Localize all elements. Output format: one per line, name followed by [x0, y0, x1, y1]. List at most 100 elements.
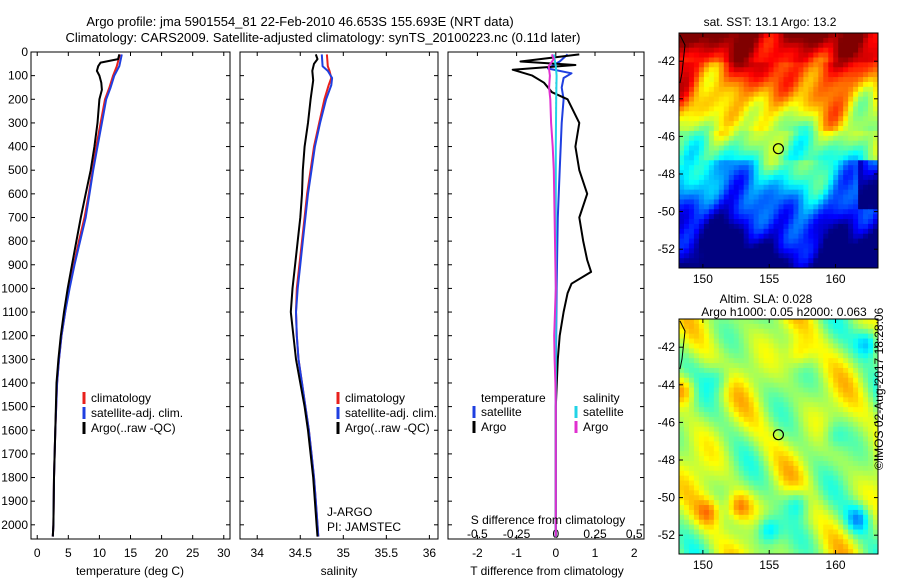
- map-cell: [679, 377, 685, 384]
- map-cell: [838, 431, 844, 438]
- map-cell: [783, 431, 790, 438]
- map-cell: [853, 135, 859, 142]
- map-cell: [833, 184, 839, 191]
- map-cell: [733, 228, 740, 235]
- map-cell: [833, 397, 839, 403]
- map-cell: [733, 421, 740, 428]
- map-cell: [788, 184, 795, 191]
- map-cell: [679, 460, 685, 467]
- map-cell: [773, 348, 780, 354]
- map-cell: [683, 42, 690, 49]
- map-cell: [679, 160, 685, 166]
- map-cell: [763, 116, 770, 122]
- map-cell: [858, 238, 864, 245]
- map-cell: [823, 509, 829, 516]
- map-cell: [818, 263, 824, 268]
- map-cell: [753, 539, 760, 545]
- map-cell: [778, 160, 785, 166]
- map-cell: [693, 490, 700, 496]
- map-cell: [853, 81, 859, 88]
- map-cell: [763, 549, 770, 554]
- map-cell: [728, 509, 735, 516]
- map-cell: [679, 219, 685, 225]
- map-cell: [783, 57, 790, 63]
- map-cell: [718, 456, 725, 462]
- map-cell: [683, 475, 690, 482]
- map-cell: [718, 353, 725, 359]
- map-cell: [843, 382, 849, 389]
- map-cell: [783, 475, 790, 482]
- map-cell: [773, 42, 780, 49]
- map-cell: [703, 387, 710, 394]
- map-cell: [768, 319, 775, 325]
- map-cell: [808, 480, 814, 487]
- map-cell: [848, 426, 854, 433]
- map-cell: [693, 460, 700, 467]
- legend-label-climatology: climatology: [345, 391, 405, 405]
- map-cell: [873, 184, 878, 191]
- map-cell: [843, 426, 849, 433]
- map-cell: [693, 549, 700, 554]
- map-cell: [718, 77, 725, 83]
- map-cell: [738, 150, 745, 156]
- map-cell: [713, 101, 720, 108]
- map-cell: [823, 174, 829, 181]
- map-cell: [698, 150, 705, 156]
- map-cell: [743, 155, 750, 161]
- map-cell: [793, 214, 799, 220]
- map-cell: [768, 174, 775, 181]
- map-cell: [853, 145, 859, 152]
- map-cell: [723, 328, 730, 335]
- map-cell: [703, 407, 710, 413]
- map-cell: [793, 140, 799, 147]
- map-cell: [679, 194, 685, 201]
- depth-tick-label: 1500: [1, 400, 28, 414]
- map-cell: [763, 179, 770, 186]
- map-cell: [733, 233, 740, 240]
- map-cell: [768, 485, 775, 491]
- map-cell: [818, 72, 824, 78]
- map-cell: [813, 402, 819, 408]
- map-cell: [683, 446, 690, 452]
- map-cell: [683, 209, 690, 215]
- map-cell: [788, 145, 795, 152]
- map-cell: [723, 456, 730, 462]
- map-cell: [713, 549, 720, 554]
- x-tick-label: 35: [337, 546, 351, 560]
- map-cell: [803, 37, 809, 44]
- map-cell: [803, 549, 809, 554]
- map-cell: [828, 534, 834, 540]
- map-cell: [733, 485, 740, 491]
- map-cell: [783, 52, 790, 59]
- map-cell: [778, 358, 785, 364]
- map-cell: [748, 72, 755, 78]
- map-cell: [778, 145, 785, 152]
- map-cell: [858, 358, 864, 364]
- map-cell: [698, 248, 705, 254]
- map-cell: [843, 160, 849, 166]
- map-cell: [763, 62, 770, 68]
- map-cell: [778, 500, 785, 506]
- map-cell: [748, 214, 755, 220]
- map-cell: [758, 451, 765, 457]
- map-cell: [753, 475, 760, 482]
- map-cell: [843, 214, 849, 220]
- map-cell: [748, 524, 755, 531]
- map-cell: [693, 407, 700, 413]
- map-cell: [693, 382, 700, 389]
- map-cell: [679, 204, 685, 210]
- map-cell: [828, 519, 834, 526]
- map-cell: [723, 514, 730, 521]
- map-cell: [763, 214, 770, 220]
- map-cell: [788, 416, 795, 423]
- map-cell: [728, 465, 735, 472]
- map-cell: [868, 456, 874, 462]
- map-cell: [853, 495, 859, 501]
- map-cell: [848, 155, 854, 161]
- map-cell: [803, 209, 809, 215]
- map-cell: [748, 363, 755, 369]
- map-cell: [693, 343, 700, 349]
- map-cell: [738, 544, 745, 550]
- map-cell: [863, 465, 869, 472]
- map-cell: [848, 456, 854, 462]
